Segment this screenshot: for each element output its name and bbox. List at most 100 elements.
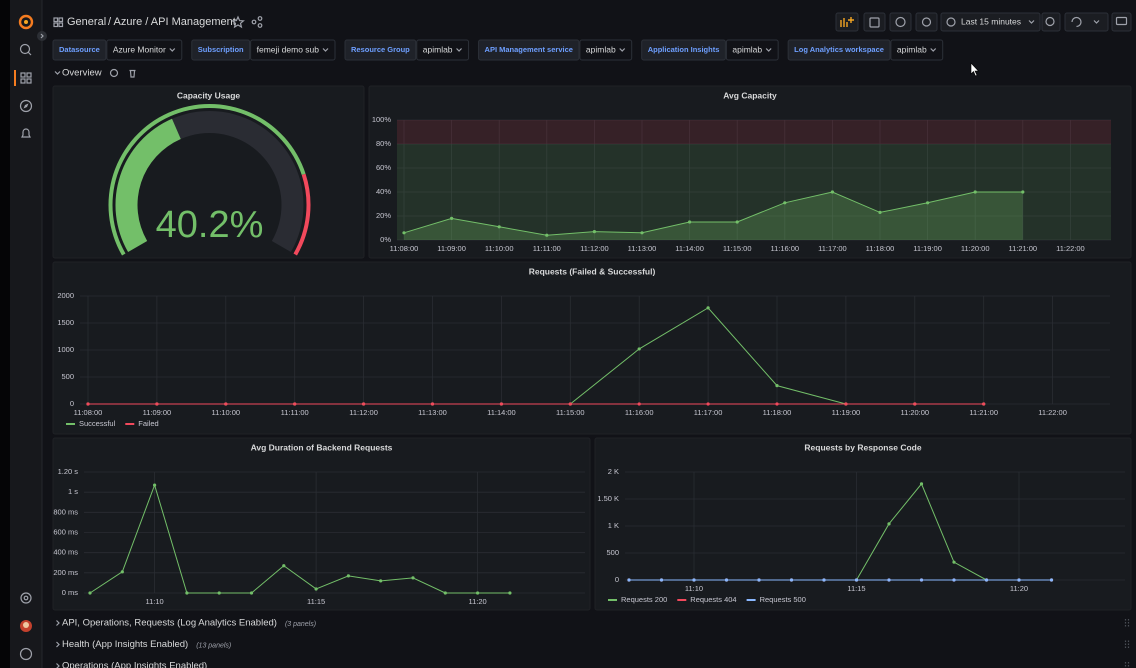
x-tick-label: 11:14:00	[487, 408, 516, 417]
sidebar-expand-icon	[40, 33, 44, 39]
variable-label-box	[641, 39, 726, 61]
y-tick-label: 0	[615, 575, 619, 584]
info-button[interactable]	[889, 12, 912, 32]
row-chevron	[54, 71, 61, 75]
collapsed-row-title[interactable]: Operations (App Insights Enabled)	[62, 661, 207, 668]
data-point	[450, 216, 454, 220]
legend-label[interactable]: Successful	[79, 419, 116, 428]
gauge-value-arc	[115, 118, 181, 252]
share-button[interactable]	[251, 16, 263, 28]
info-icon	[895, 16, 906, 28]
variable-label: Application Insights	[648, 45, 720, 54]
icon-square	[53, 22, 59, 28]
data-point	[735, 220, 739, 224]
sidebar-expand[interactable]	[37, 31, 47, 41]
tv-mode-button[interactable]	[1111, 12, 1132, 32]
variable-select[interactable]	[250, 39, 336, 61]
data-point	[919, 482, 924, 486]
dashboards-icon[interactable]	[20, 72, 32, 84]
y-tick-label: 0%	[380, 235, 391, 244]
icon-square	[26, 78, 32, 84]
variable-select[interactable]	[579, 39, 633, 61]
x-tick-label: 11:16:00	[625, 408, 654, 417]
data-point	[153, 483, 157, 487]
time-range: Last 15 minutes	[961, 16, 1021, 26]
clock-icon	[946, 17, 956, 27]
x-tick-label: 11:15	[307, 597, 325, 606]
icon-square	[58, 22, 64, 28]
save-button[interactable]	[863, 12, 886, 32]
data-point	[293, 402, 297, 406]
zoom-out-button[interactable]	[1041, 12, 1061, 32]
variable-select[interactable]	[725, 39, 779, 61]
panel-title[interactable]: Avg Duration of Backend Requests	[251, 442, 393, 452]
data-point	[627, 578, 631, 582]
active-indicator	[14, 70, 16, 86]
y-tick-label: 400 ms	[53, 548, 78, 557]
search-icon[interactable]	[19, 43, 31, 55]
collapsed-row-title[interactable]: Health (App Insights Enabled)	[62, 639, 188, 650]
help-icon[interactable]	[19, 647, 33, 661]
variable-select[interactable]	[416, 39, 470, 61]
variable-select[interactable]	[890, 39, 944, 61]
grafana-logo-core	[24, 20, 28, 24]
x-tick-label: 11:15:00	[556, 408, 585, 417]
data-point	[1049, 578, 1054, 582]
x-tick-label: 11:09:00	[437, 244, 466, 253]
row-delete[interactable]	[129, 69, 136, 78]
grafana-logo[interactable]	[18, 14, 34, 30]
data-point	[913, 402, 917, 406]
folder-link[interactable]: General	[67, 16, 106, 28]
x-tick-label: 11:15:00	[723, 244, 752, 253]
drag-handle	[1124, 662, 1130, 668]
alerting-icon[interactable]	[21, 128, 31, 138]
data-point	[476, 591, 480, 595]
x-tick-label: 11:21:00	[969, 408, 998, 417]
y-tick-label: 100%	[372, 115, 392, 124]
collapsed-row-title[interactable]: API, Operations, Requests (Log Analytics…	[62, 618, 277, 629]
y-tick-label: 80%	[376, 139, 391, 148]
x-tick-label: 11:11:00	[533, 244, 561, 253]
row-header[interactable]: Overview	[54, 68, 102, 79]
y-tick-label: 600 ms	[53, 527, 78, 536]
threshold-band	[397, 120, 1111, 144]
legend-label[interactable]: Failed	[138, 419, 158, 428]
data-point	[362, 402, 366, 406]
data-point	[402, 231, 406, 235]
settings-button[interactable]	[915, 12, 938, 32]
drag-handle	[1124, 619, 1130, 627]
x-tick-label: 11:10	[145, 597, 163, 606]
legend-label[interactable]: Requests 404	[690, 595, 736, 604]
data-point	[887, 522, 891, 526]
panel-title[interactable]: Avg Capacity	[723, 90, 777, 100]
variable-label-box	[787, 39, 891, 61]
variable-label: Subscription	[198, 45, 244, 54]
data-point	[120, 570, 124, 574]
frame-edge	[0, 0, 10, 668]
data-point	[592, 230, 597, 234]
settings-icon[interactable]	[20, 592, 32, 604]
data-point	[926, 201, 930, 205]
x-tick-label: 11:10	[685, 584, 703, 593]
y-tick-label: 1 s	[68, 487, 78, 496]
panel-title[interactable]: Capacity Usage	[177, 90, 241, 100]
chevron	[169, 48, 176, 52]
row-settings[interactable]	[109, 68, 119, 78]
legend-label[interactable]: Requests 500	[760, 595, 806, 604]
data-point	[637, 402, 641, 406]
data-point	[706, 402, 710, 406]
data-point	[411, 576, 415, 580]
panel-title[interactable]: Requests (Failed & Successful)	[529, 266, 656, 276]
star-button[interactable]	[231, 15, 245, 29]
legend-label[interactable]: Requests 200	[621, 595, 667, 604]
variable-select[interactable]	[106, 39, 183, 61]
refresh-icon	[1071, 16, 1082, 28]
explore-icon[interactable]	[19, 99, 33, 113]
data-point	[887, 578, 891, 582]
panel-title[interactable]: Requests by Response Code	[804, 442, 921, 452]
explore-needle	[23, 103, 29, 109]
time-picker[interactable]	[940, 12, 1041, 32]
x-tick-label: 11:08:00	[390, 244, 419, 253]
data-point	[346, 574, 350, 578]
